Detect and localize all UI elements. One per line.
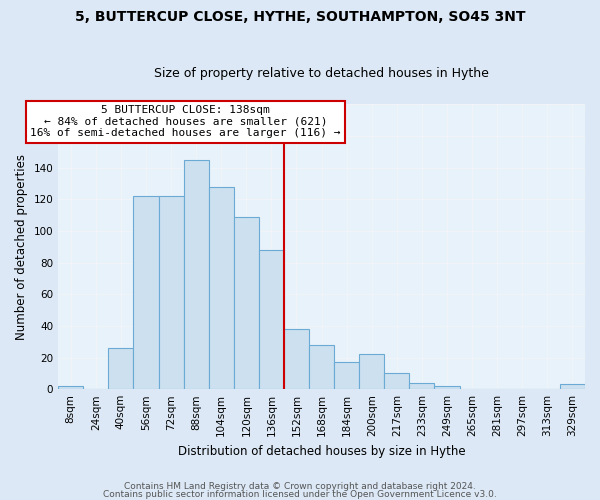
Bar (184, 160, 209, 389)
Bar (109, 348, 133, 389)
Bar (234, 216, 259, 389)
Text: Contains HM Land Registry data © Crown copyright and database right 2024.: Contains HM Land Registry data © Crown c… (124, 482, 476, 491)
Bar (359, 354, 385, 389)
Bar (133, 196, 158, 389)
X-axis label: Distribution of detached houses by size in Hythe: Distribution of detached houses by size … (178, 444, 466, 458)
Title: Size of property relative to detached houses in Hythe: Size of property relative to detached ho… (154, 66, 489, 80)
Bar (284, 329, 309, 389)
Bar (158, 196, 184, 389)
Bar (409, 383, 434, 389)
Y-axis label: Number of detached properties: Number of detached properties (15, 154, 28, 340)
Bar (560, 384, 585, 389)
Bar (434, 386, 460, 389)
Text: 5 BUTTERCUP CLOSE: 138sqm
← 84% of detached houses are smaller (621)
16% of semi: 5 BUTTERCUP CLOSE: 138sqm ← 84% of detac… (30, 105, 341, 138)
Bar (209, 186, 234, 389)
Bar (259, 250, 284, 389)
Bar (334, 362, 359, 389)
Text: 5, BUTTERCUP CLOSE, HYTHE, SOUTHAMPTON, SO45 3NT: 5, BUTTERCUP CLOSE, HYTHE, SOUTHAMPTON, … (75, 10, 525, 24)
Text: Contains public sector information licensed under the Open Government Licence v3: Contains public sector information licen… (103, 490, 497, 499)
Bar (385, 374, 409, 389)
Bar (58, 386, 83, 389)
Bar (309, 345, 334, 389)
